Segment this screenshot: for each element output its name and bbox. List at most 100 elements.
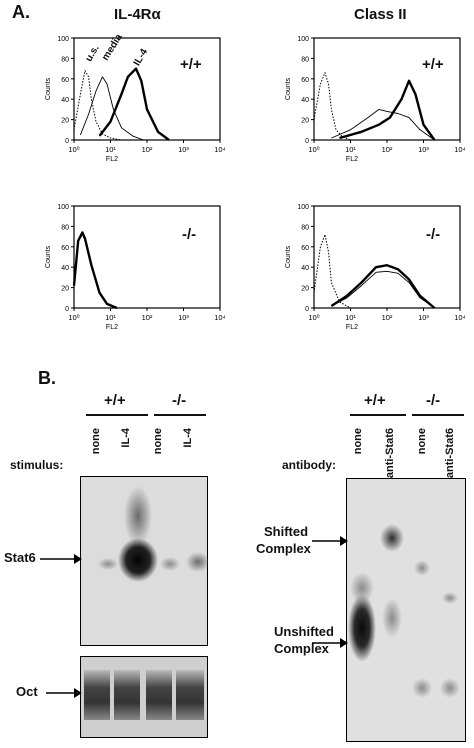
class-ii-column-title: Class II (354, 6, 407, 23)
y-tick-label: 100 (297, 204, 309, 211)
panel-a-label: A. (12, 2, 30, 22)
x-axis-label: FL2 (106, 324, 118, 331)
histogram-series-thick (330, 263, 436, 309)
right-blot-wt-bar (350, 414, 406, 416)
oct-band-3 (146, 670, 172, 720)
x-tick-label: 10² (142, 145, 153, 154)
y-tick-label: 40 (301, 97, 309, 104)
ko-antistat6-band (442, 592, 458, 604)
class-ii-wt-histogram: 0 20 40 60 80 100 10⁰ 10¹ 10² 10³ 10⁴ Counts FL2 (285, 36, 466, 163)
ko-antistat6-lower-band (440, 678, 460, 698)
y-axis-label: Counts (285, 77, 292, 100)
y-tick-label: 40 (61, 265, 69, 272)
histogram-series-dotted (73, 234, 118, 309)
il4ra-ko-histogram: 0 20 40 60 80 100 10⁰ 10¹ 10² 10³ 10⁴ Counts FL2 (45, 204, 226, 331)
left-lane-3-label: none (152, 428, 164, 455)
left-lane-1-label: none (90, 428, 102, 455)
left-blot-wt-bar (86, 414, 148, 416)
stat6-arrow-icon (40, 554, 82, 564)
histogram-series-dotted (313, 72, 351, 141)
x-tick-label: 10¹ (105, 313, 116, 322)
right-lane-3-label: none (416, 428, 428, 455)
y-tick-label: 100 (57, 36, 69, 43)
x-tick-label: 10¹ (345, 145, 356, 154)
right-lane-4-label: anti-Stat6 (444, 428, 456, 479)
x-tick-label: 10³ (178, 313, 189, 322)
x-tick-label: 10⁴ (454, 313, 466, 322)
y-tick-label: 0 (305, 138, 309, 145)
x-tick-label: 10⁴ (454, 145, 466, 154)
ko-none-lower-band (412, 678, 432, 698)
x-axis-label: FL2 (106, 156, 118, 163)
x-tick-label: 10⁰ (308, 145, 319, 154)
x-axis-label: FL2 (346, 156, 358, 163)
class-ii-ko-genotype: -/- (426, 226, 441, 243)
left-blot-ko-header: -/- (172, 392, 187, 409)
histogram-series-media (79, 76, 144, 141)
ko-none-band (414, 560, 430, 576)
oct-gel (80, 656, 208, 738)
y-tick-label: 100 (297, 36, 309, 43)
stat6-band-ko-none (160, 557, 180, 571)
y-tick-label: 60 (61, 77, 69, 84)
shifted-arrow-icon (312, 536, 348, 546)
histogram-series-il-4 (98, 67, 170, 141)
shifted-label-line1: Shifted (264, 524, 309, 539)
y-tick-label: 60 (61, 245, 69, 252)
x-tick-label: 10² (142, 313, 153, 322)
plot-frame (313, 205, 461, 309)
histogram-series-thick (339, 79, 436, 141)
left-blot-ko-bar (154, 414, 206, 416)
shifted-band-wt-antistat6 (380, 524, 404, 552)
il4ra-wt-histogram: 0 20 40 60 80 100 10⁰ 10¹ 10² 10³ 10⁴ Counts FL2 (45, 36, 226, 163)
y-tick-label: 40 (301, 265, 309, 272)
y-tick-label: 60 (301, 245, 309, 252)
oct-band-4 (176, 670, 204, 720)
left-lane-2-label: IL-4 (120, 428, 132, 448)
x-axis-label: FL2 (346, 324, 358, 331)
oct-arrow-icon (46, 688, 82, 698)
plot-frame (313, 37, 461, 141)
panel-b-label: B. (38, 368, 56, 388)
x-tick-label: 10² (382, 145, 393, 154)
antibody-row-title: antibody: (282, 458, 336, 472)
right-blot-ko-bar (412, 414, 464, 416)
unshifted-label-line2: Complex (274, 641, 329, 656)
right-blot-wt-header: +/+ (364, 392, 386, 409)
class-ii-ko-histogram: 0 20 40 60 80 100 10⁰ 10¹ 10² 10³ 10⁴ Counts FL2 (285, 204, 466, 331)
y-axis-label: Counts (285, 245, 292, 268)
stat6-smear (124, 486, 152, 546)
x-tick-label: 10¹ (105, 145, 116, 154)
y-tick-label: 80 (61, 56, 69, 63)
oct-band-label: Oct (16, 684, 38, 699)
x-tick-label: 10³ (418, 313, 429, 322)
histogram-series-thin (331, 270, 435, 309)
oct-band-2 (114, 670, 140, 720)
x-tick-label: 10⁰ (68, 145, 79, 154)
right-lane-1-label: none (352, 428, 364, 455)
histogram-series-dotted (313, 234, 351, 309)
smear-wt-antistat6 (382, 598, 402, 638)
il4ra-wt-genotype: +/+ (180, 56, 202, 73)
stat6-band-label: Stat6 (4, 550, 36, 565)
right-blot-ko-header: -/- (426, 392, 441, 409)
x-tick-label: 10³ (178, 145, 189, 154)
stat6-band-wt-none (98, 558, 118, 570)
left-lane-4-label: IL-4 (182, 428, 194, 448)
shifted-label-line2: Complex (256, 541, 311, 556)
y-tick-label: 0 (305, 306, 309, 313)
x-tick-label: 10⁰ (308, 313, 319, 322)
x-tick-label: 10² (382, 313, 393, 322)
unshifted-label-line1: Unshifted (274, 624, 334, 639)
y-tick-label: 20 (301, 286, 309, 293)
left-blot-wt-header: +/+ (104, 392, 126, 409)
il4ra-column-title: IL-4Rα (114, 6, 161, 23)
supershift-gel (346, 478, 466, 742)
y-tick-label: 20 (301, 118, 309, 125)
smear-wt-none (350, 572, 374, 604)
stat6-band-ko-il4 (186, 552, 208, 572)
stimulus-row-title: stimulus: (10, 458, 64, 472)
class-ii-wt-genotype: +/+ (422, 56, 444, 73)
y-tick-label: 60 (301, 77, 309, 84)
